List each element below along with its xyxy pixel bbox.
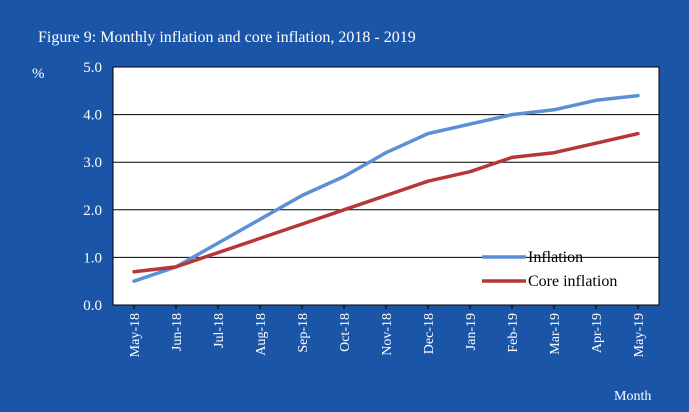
y-tick-label-2: 2.0 [83, 203, 102, 219]
legend-label-core-inflation: Core inflation [528, 273, 617, 290]
x-tick-label-5: Oct-18 [338, 313, 353, 352]
y-axis-unit-label: % [32, 66, 45, 82]
x-tick-label-0: May-18 [128, 313, 143, 357]
x-tick-label-8: Jan-19 [464, 313, 479, 350]
x-tick-label-10: Mar-19 [548, 313, 563, 355]
chart-title: Figure 9: Monthly inflation and core inf… [38, 29, 416, 46]
x-tick-label-1: Jun-18 [170, 313, 185, 351]
x-tick-label-4: Sep-18 [296, 313, 311, 353]
y-tick-label-5: 5.0 [83, 60, 102, 76]
y-tick-label-3: 3.0 [83, 155, 102, 171]
x-axis-label: Month [614, 389, 652, 404]
x-tick-label-7: Dec-18 [422, 313, 437, 354]
plot-area [112, 66, 660, 306]
y-tick-label-1: 1.0 [83, 250, 102, 266]
x-tick-label-11: Apr-19 [590, 313, 605, 353]
x-tick-label-2: Jul-18 [212, 313, 227, 348]
series-line-core-inflation [132, 131, 640, 274]
legend-label-inflation: Inflation [528, 249, 583, 266]
x-tick-label-9: Feb-19 [506, 313, 521, 353]
series-line-inflation [132, 93, 640, 283]
x-tick-label-6: Nov-18 [380, 313, 395, 356]
x-tick-label-3: Aug-18 [254, 313, 269, 356]
x-tick-label-12: May-19 [632, 313, 647, 357]
y-tick-label-0: 0.0 [83, 298, 102, 314]
y-tick-label-4: 4.0 [83, 108, 102, 124]
